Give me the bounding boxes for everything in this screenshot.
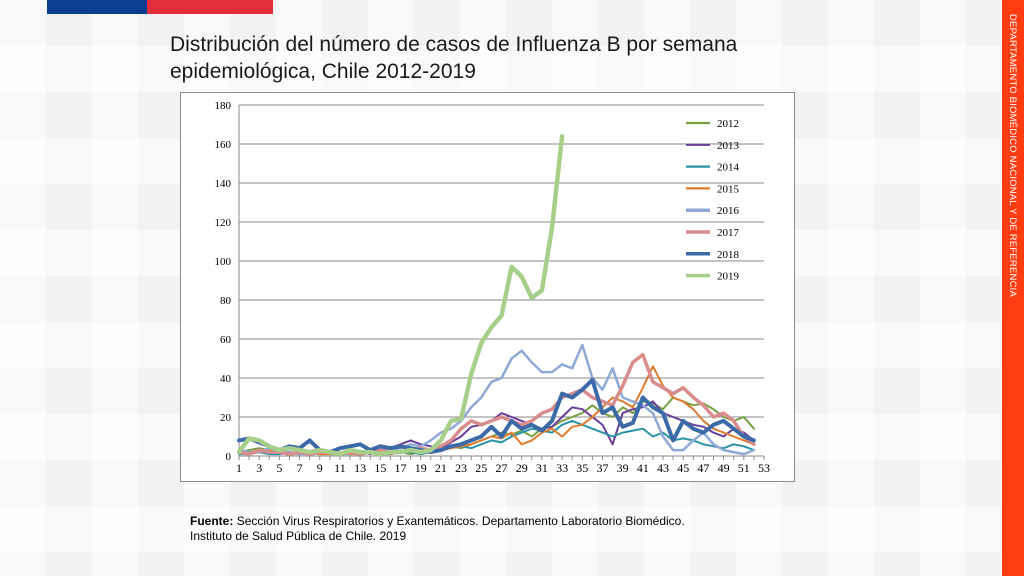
x-tick-label: 41 bbox=[637, 461, 649, 475]
y-tick-label: 100 bbox=[215, 256, 232, 268]
y-tick-label: 20 bbox=[220, 412, 232, 424]
footnote-line1: Sección Virus Respiratorios y Exantemáti… bbox=[236, 514, 685, 528]
series-line-2019 bbox=[236, 133, 565, 457]
x-tick-label: 1 bbox=[236, 461, 242, 475]
y-tick-label: 180 bbox=[215, 100, 232, 112]
x-tick-label: 27 bbox=[496, 461, 508, 475]
legend-label-2014: 2014 bbox=[717, 162, 740, 174]
x-tick-label: 53 bbox=[758, 461, 770, 475]
x-tick-label: 21 bbox=[435, 461, 447, 475]
x-tick-label: 15 bbox=[374, 461, 386, 475]
slide-title: Distribución del número de casos de Infl… bbox=[170, 31, 810, 85]
y-tick-label: 140 bbox=[215, 178, 232, 190]
legend-label-2015: 2015 bbox=[717, 183, 740, 195]
legend-label-2018: 2018 bbox=[717, 249, 740, 261]
side-department-text: DEPARTAMENTO BIOMÉDICO NACIONAL Y DE REF… bbox=[1007, 14, 1018, 298]
y-tick-label: 120 bbox=[215, 217, 232, 229]
footnote-line2: Instituto de Salud Pública de Chile. 201… bbox=[190, 529, 407, 543]
slide-title-line1: Distribución del número de casos de Infl… bbox=[170, 33, 738, 56]
x-tick-label: 29 bbox=[516, 461, 528, 475]
legend-label-2013: 2013 bbox=[717, 140, 740, 152]
x-tick-label: 31 bbox=[536, 461, 548, 475]
x-tick-label: 3 bbox=[256, 461, 262, 475]
x-tick-label: 7 bbox=[297, 461, 303, 475]
side-accent-bar bbox=[1002, 0, 1024, 576]
x-tick-label: 25 bbox=[475, 461, 487, 475]
x-tick-label: 23 bbox=[455, 461, 467, 475]
top-accent-blue bbox=[47, 0, 147, 14]
x-tick-label: 37 bbox=[596, 461, 608, 475]
x-tick-label: 33 bbox=[556, 461, 568, 475]
x-tick-label: 5 bbox=[276, 461, 282, 475]
x-tick-label: 11 bbox=[334, 461, 346, 475]
x-tick-label: 9 bbox=[317, 461, 323, 475]
x-tick-label: 43 bbox=[657, 461, 669, 475]
top-accent-bar bbox=[47, 0, 273, 14]
x-tick-label: 45 bbox=[677, 461, 689, 475]
x-tick-label: 19 bbox=[415, 461, 427, 475]
side-divider bbox=[1001, 0, 1002, 576]
x-tick-label: 51 bbox=[738, 461, 750, 475]
y-tick-label: 160 bbox=[215, 139, 232, 151]
x-tick-label: 13 bbox=[354, 461, 366, 475]
top-accent-red bbox=[147, 0, 273, 14]
legend-label-2012: 2012 bbox=[717, 118, 739, 130]
y-tick-label: 40 bbox=[220, 373, 232, 385]
y-tick-label: 80 bbox=[220, 295, 232, 307]
legend-label-2017: 2017 bbox=[717, 227, 740, 239]
x-tick-label: 47 bbox=[697, 461, 709, 475]
legend-label-2019: 2019 bbox=[717, 271, 740, 283]
x-tick-label: 49 bbox=[718, 461, 730, 475]
slide-title-line2: epidemiológica, Chile 2012-2019 bbox=[170, 60, 476, 83]
chart-frame: 0 20 40 60 80 100 120 140 160 180 1 3 5 7 9 11 13 15 17 19 2… bbox=[180, 92, 795, 482]
source-footnote: Fuente: Sección Virus Respiratorios y Ex… bbox=[190, 514, 790, 544]
x-tick-label: 17 bbox=[395, 461, 407, 475]
x-tick-label: 35 bbox=[576, 461, 588, 475]
footnote-label: Fuente: bbox=[190, 514, 234, 528]
y-tick-label: 0 bbox=[226, 451, 232, 463]
side-text-container: DEPARTAMENTO BIOMÉDICO NACIONAL Y DE REF… bbox=[1002, 0, 1024, 576]
legend-label-2016: 2016 bbox=[717, 205, 740, 217]
x-tick-label: 39 bbox=[617, 461, 629, 475]
y-tick-label: 60 bbox=[220, 334, 232, 346]
